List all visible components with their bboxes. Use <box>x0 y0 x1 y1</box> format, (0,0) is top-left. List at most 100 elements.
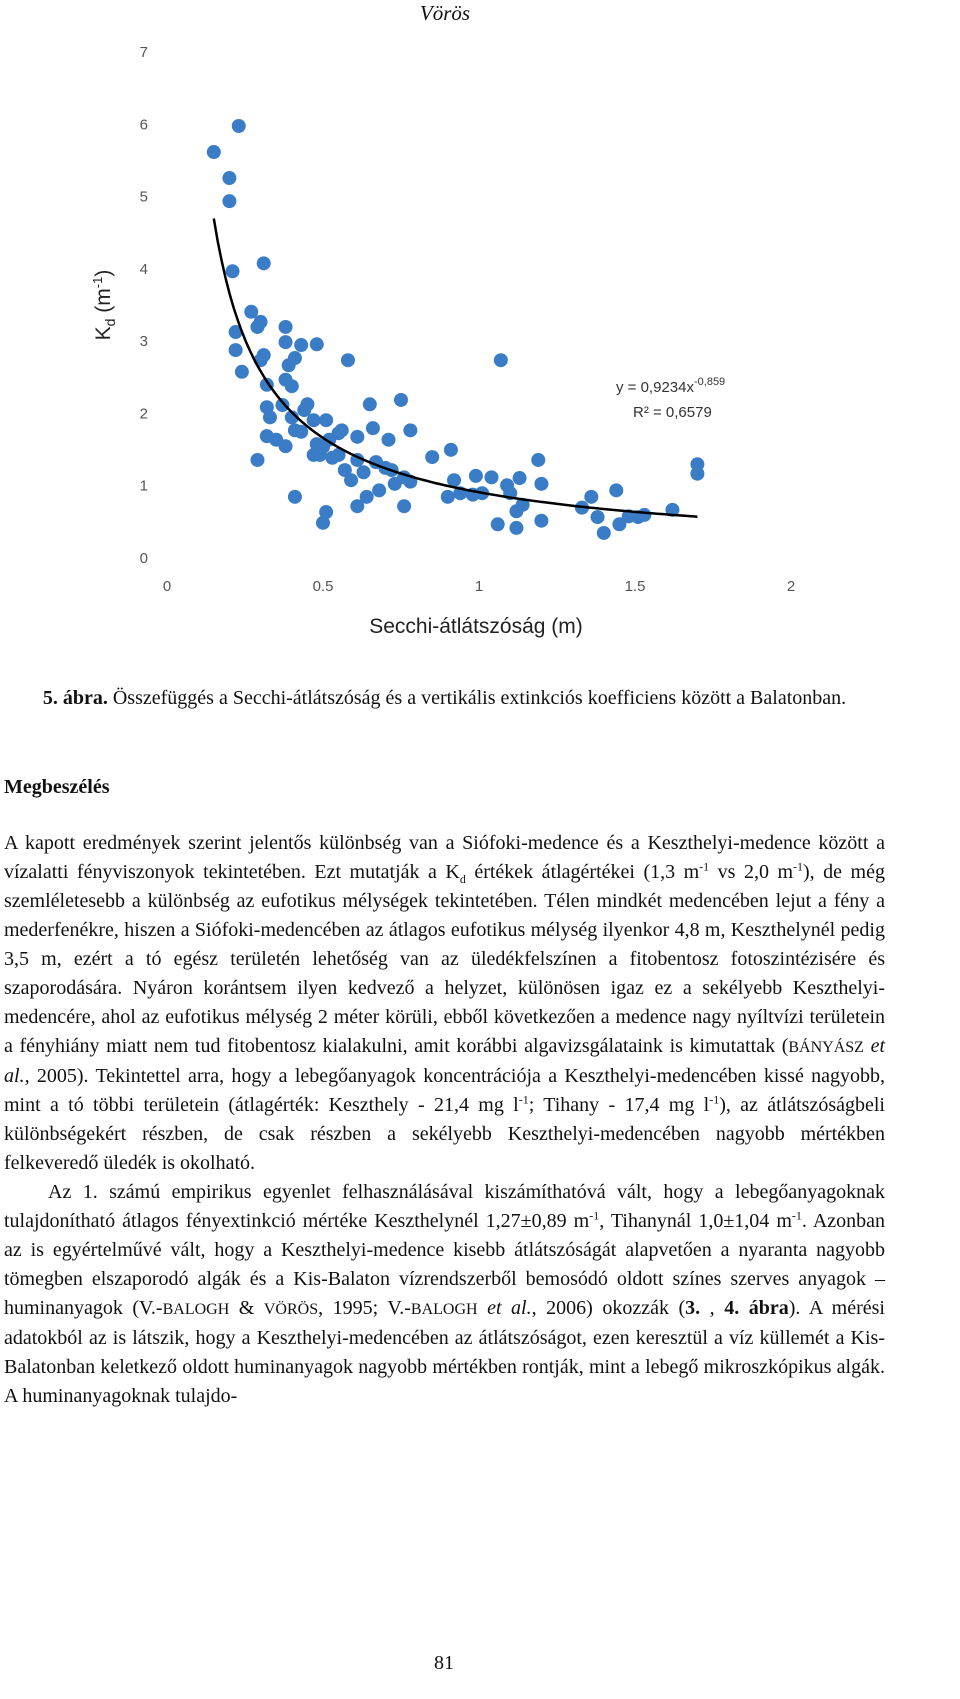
data-point <box>287 489 302 504</box>
data-point <box>365 421 380 436</box>
data-point <box>250 452 265 467</box>
data-point <box>306 413 321 428</box>
y-tick-label: 4 <box>140 261 148 278</box>
r-squared: R² = 0,6579 <box>633 404 712 421</box>
figure-reference: 4. ábra <box>724 1297 789 1319</box>
figure-caption: 5. ábra. Összefüggés a Secchi-átlátszósá… <box>4 684 885 713</box>
data-point <box>350 499 365 514</box>
x-tick-label: 1.5 <box>625 578 646 595</box>
y-tick-label: 7 <box>140 44 148 61</box>
author-name: BÁNYÁSZ <box>788 1039 864 1056</box>
data-point <box>531 452 546 467</box>
data-point <box>262 410 277 425</box>
data-point <box>278 335 293 350</box>
data-point <box>394 392 408 407</box>
data-point <box>590 510 605 525</box>
data-point <box>275 398 290 413</box>
data-point <box>253 314 268 329</box>
subscript: d <box>459 872 466 886</box>
data-point <box>443 442 458 457</box>
data-point <box>665 502 680 517</box>
y-axis-label-superscript: -1 <box>90 277 105 289</box>
caption-text: Összefüggés a Secchi-átlátszóság és a ve… <box>107 687 847 709</box>
section-title: Megbeszélés <box>4 776 110 798</box>
x-tick-label: 1 <box>475 578 483 595</box>
data-point <box>222 194 237 209</box>
text: A kapott eredmények szerint jelentős kül… <box>4 832 885 883</box>
data-point <box>306 447 321 462</box>
superscript: -1 <box>793 859 804 874</box>
trend-equation-text: y = 0,9234x <box>616 379 694 396</box>
data-point <box>515 497 530 512</box>
data-point <box>284 379 299 394</box>
data-point <box>231 119 246 134</box>
text: . Azonban az is egyértelművé vált, hogy … <box>4 1210 886 1319</box>
text: ; Tihany - 17,4 mg l <box>528 1094 710 1116</box>
paragraph: Az 1. számú empirikus egyenlet felhaszná… <box>4 1178 885 1411</box>
paragraph: A kapott eredmények szerint jelentős kül… <box>4 829 885 1178</box>
italic-text: et al. <box>4 1035 886 1087</box>
caption-label: 5. ábra. <box>42 687 108 709</box>
text: ), az átlátszóságbeli különbségekért rés… <box>4 1094 885 1174</box>
x-tick-label: 0.5 <box>313 578 334 595</box>
x-tick-label: 0 <box>163 578 171 595</box>
data-point <box>447 473 462 488</box>
text: , 2006) okozzák ( <box>531 1297 686 1319</box>
data-point <box>287 423 302 438</box>
y-tick-label: 5 <box>140 189 148 206</box>
data-point <box>468 468 483 483</box>
data-point <box>534 476 549 491</box>
data-point <box>356 465 371 480</box>
data-point <box>596 525 611 540</box>
body-text: A kapott eredmények szerint jelentős kül… <box>4 829 885 1411</box>
figure-reference: 3. <box>685 1297 701 1319</box>
y-tick-label: 2 <box>140 405 148 422</box>
data-point <box>612 517 627 532</box>
author-name: BALOGH <box>162 1301 230 1318</box>
data-point <box>287 351 302 366</box>
data-point <box>278 439 293 454</box>
data-point <box>690 466 705 481</box>
superscript: -1 <box>791 1208 802 1223</box>
y-axis-label-part: (m <box>92 288 115 318</box>
text: , <box>700 1297 725 1319</box>
data-point <box>534 513 549 528</box>
data-point <box>509 520 524 535</box>
data-point <box>244 304 259 319</box>
data-point <box>397 499 412 514</box>
data-point <box>440 489 455 504</box>
data-point <box>362 397 377 412</box>
y-axis-label-part: ) <box>92 270 115 277</box>
superscript: -1 <box>589 1208 600 1223</box>
data-point <box>222 171 237 186</box>
data-point <box>637 507 652 522</box>
y-axis-label-part: K <box>92 326 115 340</box>
trend-line <box>212 218 698 518</box>
superscript: -1 <box>518 1092 529 1107</box>
data-point <box>316 515 330 530</box>
data-point <box>372 483 387 498</box>
page-number: 81 <box>434 1652 454 1674</box>
text: & <box>229 1297 264 1319</box>
y-tick-label: 1 <box>140 478 148 495</box>
y-tick-label: 0 <box>140 550 148 567</box>
data-point <box>206 145 221 160</box>
data-point <box>350 429 365 444</box>
y-tick-label: 6 <box>140 116 148 133</box>
data-point <box>309 337 324 352</box>
author-name: VÖRÖS <box>263 1301 319 1318</box>
data-point <box>381 432 396 447</box>
superscript: -1 <box>709 1092 720 1107</box>
data-point <box>284 410 299 425</box>
text: , 1995; V.- <box>318 1297 411 1319</box>
text: vs 2,0 m <box>709 861 794 883</box>
running-header: Vörös <box>419 1 471 25</box>
y-tick-label: 3 <box>140 333 148 350</box>
italic-text: et al. <box>477 1297 532 1319</box>
text: , 2005). Tekintettel arra, hogy a lebegő… <box>4 1065 885 1116</box>
y-axis-label: Kd (m-1) <box>90 270 118 341</box>
text: ), de még szemléletesebb a különbség az … <box>4 861 885 1057</box>
trend-equation: y = 0,9234x-0,859 <box>616 376 725 396</box>
x-tick-label: 2 <box>787 578 795 595</box>
